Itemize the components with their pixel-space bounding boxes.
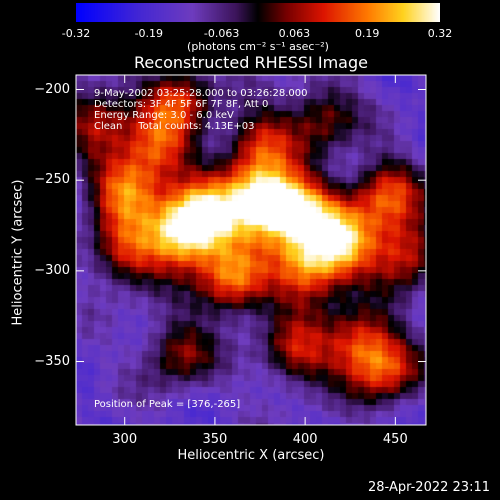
x-tick-label: 400 — [292, 432, 318, 447]
heatmap-image — [76, 75, 426, 425]
colorbar-tick-label: -0.063 — [203, 27, 240, 40]
tick-marks — [76, 75, 426, 425]
x-tick-label: 350 — [202, 432, 228, 447]
plot-frame — [75, 74, 427, 426]
y-axis-label: Heliocentric Y (arcsec) — [10, 179, 26, 326]
render-timestamp: 28-Apr-2022 23:11 — [368, 480, 490, 495]
colorbar-tick-label: -0.32 — [61, 27, 91, 40]
chart-title: Reconstructed RHESSI Image — [134, 53, 368, 72]
x-axis-label: Heliocentric X (arcsec) — [177, 448, 325, 463]
x-tick-label: 450 — [382, 432, 408, 447]
annotation-time-range: 9-May-2002 03:25:28.000 to 03:26:28.000 — [94, 88, 308, 99]
colorbar-tick-label: 0.19 — [354, 27, 380, 40]
colorbar-tick-label: 0.32 — [427, 27, 453, 40]
annotation-detectors: Detectors: 3F 4F 5F 6F 7F 8F, Att 0 — [94, 99, 269, 110]
colorbar-units: (photons cm⁻² s⁻¹ asec⁻²) — [187, 40, 329, 53]
colorbar-tick-label: 0.063 — [278, 27, 311, 40]
peak-position-label: Position of Peak = [376,-265] — [94, 399, 241, 410]
y-tick-label: −300 — [34, 262, 70, 278]
x-tick-label: 300 — [112, 432, 138, 447]
annotation-counts: Clean Total counts: 4.13E+03 — [94, 121, 255, 132]
y-tick-label: −350 — [34, 353, 70, 369]
annotation-energy: Energy Range: 3.0 - 6.0 keV — [94, 110, 234, 121]
colorbar-tick-label: -0.19 — [134, 27, 164, 40]
y-tick-label: −250 — [34, 172, 70, 188]
colorbar — [76, 3, 440, 22]
y-tick-label: −200 — [34, 81, 70, 97]
